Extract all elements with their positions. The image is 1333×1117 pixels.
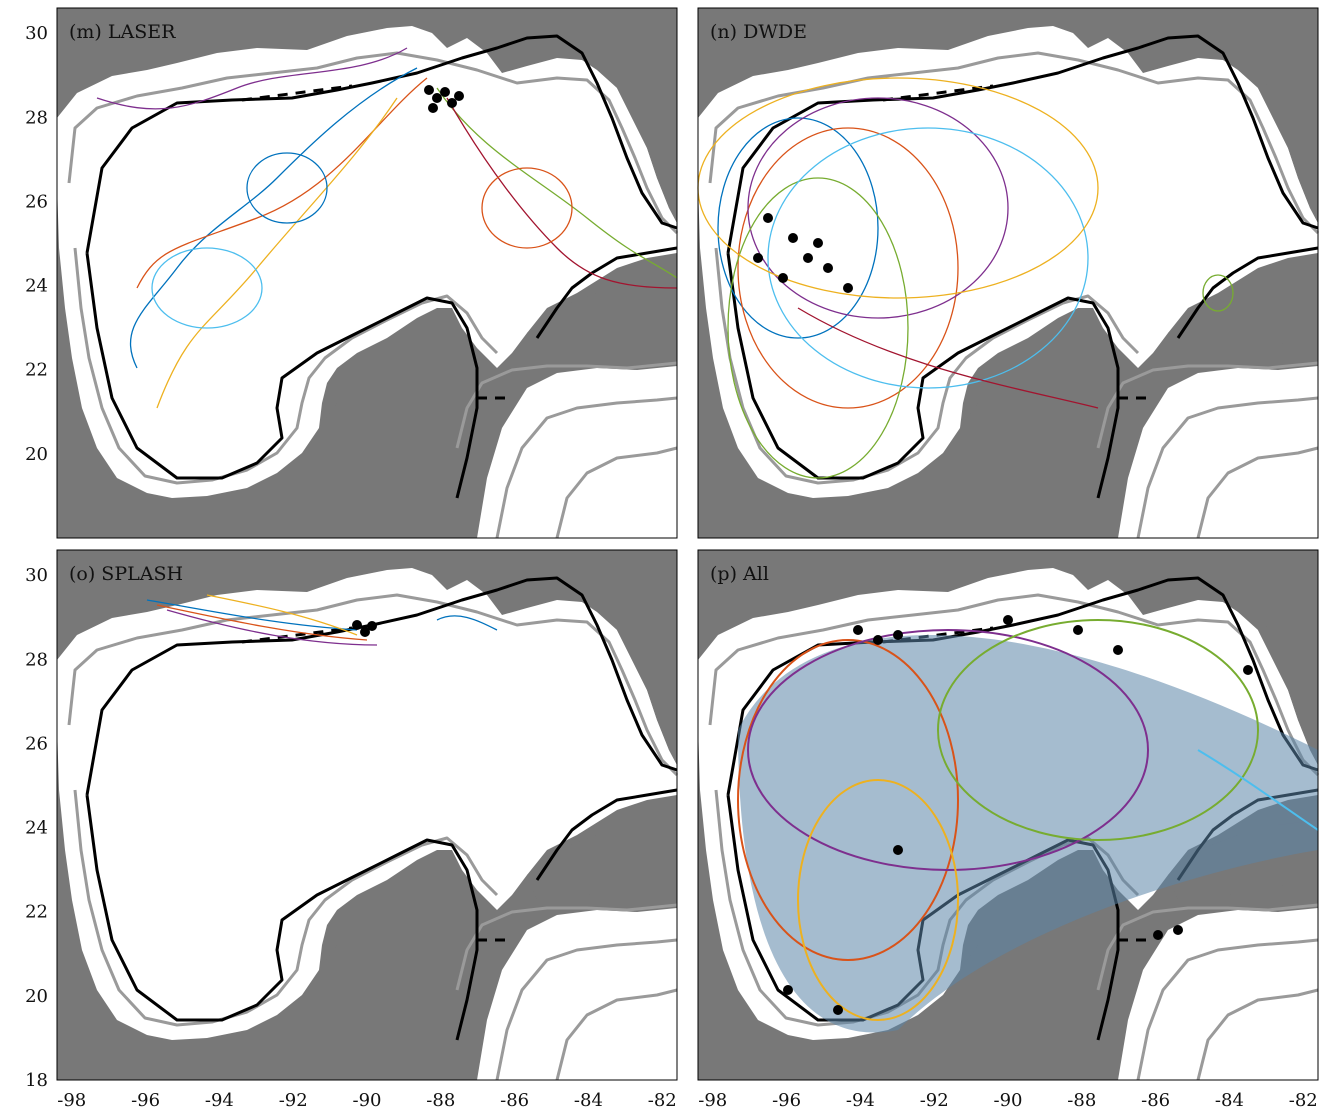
panel-label-n: (n) DWDE bbox=[710, 21, 807, 43]
x-tick-label: -90 bbox=[994, 1090, 1023, 1111]
y-tick-label: 28 bbox=[25, 107, 48, 128]
x-tick-label: -86 bbox=[500, 1090, 529, 1111]
x-tick-label: -90 bbox=[353, 1090, 382, 1111]
y-tick-label: 24 bbox=[25, 818, 48, 839]
trajectories bbox=[96, 47, 678, 409]
y-axis: 30 30 28 28 26 26 24 24 22 22 20 20 18 bbox=[25, 23, 48, 1091]
panel-dwde: (n) DWDE bbox=[696, 6, 1320, 540]
x-tick-label: -92 bbox=[920, 1090, 949, 1111]
y-tick-label: 24 bbox=[25, 276, 48, 297]
panel-label-p: (p) All bbox=[710, 563, 769, 585]
trajectories bbox=[737, 619, 1319, 1033]
y-tick-label: 30 bbox=[25, 23, 48, 44]
x-tick-label: -84 bbox=[574, 1090, 603, 1111]
x-tick-label: -96 bbox=[131, 1090, 160, 1111]
x-tick-label: -88 bbox=[1067, 1090, 1096, 1111]
y-tick-label: 26 bbox=[25, 733, 48, 754]
trajectories bbox=[146, 594, 498, 646]
y-tick-label: 28 bbox=[25, 649, 48, 670]
panel-all: (p) All bbox=[696, 548, 1320, 1082]
panel-laser: (m) LASER bbox=[55, 6, 679, 540]
x-tick-label: -84 bbox=[1215, 1090, 1244, 1111]
x-tick-label: -88 bbox=[426, 1090, 455, 1111]
drifter-start-points bbox=[783, 615, 1253, 1015]
y-tick-label: 22 bbox=[25, 902, 48, 923]
x-tick-label: -98 bbox=[57, 1090, 86, 1111]
drifter-start-points bbox=[352, 620, 377, 637]
y-tick-label: 30 bbox=[25, 565, 48, 586]
y-tick-label: 20 bbox=[25, 986, 48, 1007]
drifter-start-points bbox=[753, 213, 853, 293]
x-axis: -98 -98 -96 -96 -94 -94 -92 -92 -90 -90 -88 -88 -86 -… bbox=[57, 1090, 1317, 1111]
y-tick-label: 26 bbox=[25, 191, 48, 212]
y-tick-label: 22 bbox=[25, 360, 48, 381]
panel-splash: (o) SPLASH bbox=[55, 548, 679, 1082]
drifter-start-points bbox=[424, 85, 464, 113]
x-tick-label: -98 bbox=[698, 1090, 727, 1111]
x-tick-label: -96 bbox=[772, 1090, 801, 1111]
x-tick-label: -82 bbox=[648, 1090, 677, 1111]
x-tick-label: -92 bbox=[279, 1090, 308, 1111]
panel-label-o: (o) SPLASH bbox=[69, 563, 183, 585]
y-tick-label: 20 bbox=[25, 444, 48, 465]
panel-label-m: (m) LASER bbox=[69, 21, 176, 43]
x-tick-label: -94 bbox=[846, 1090, 875, 1111]
x-tick-label: -94 bbox=[205, 1090, 234, 1111]
trajectories bbox=[697, 77, 1234, 479]
x-tick-label: -86 bbox=[1141, 1090, 1170, 1111]
x-tick-label: -82 bbox=[1289, 1090, 1318, 1111]
y-tick-label: 18 bbox=[25, 1070, 48, 1091]
